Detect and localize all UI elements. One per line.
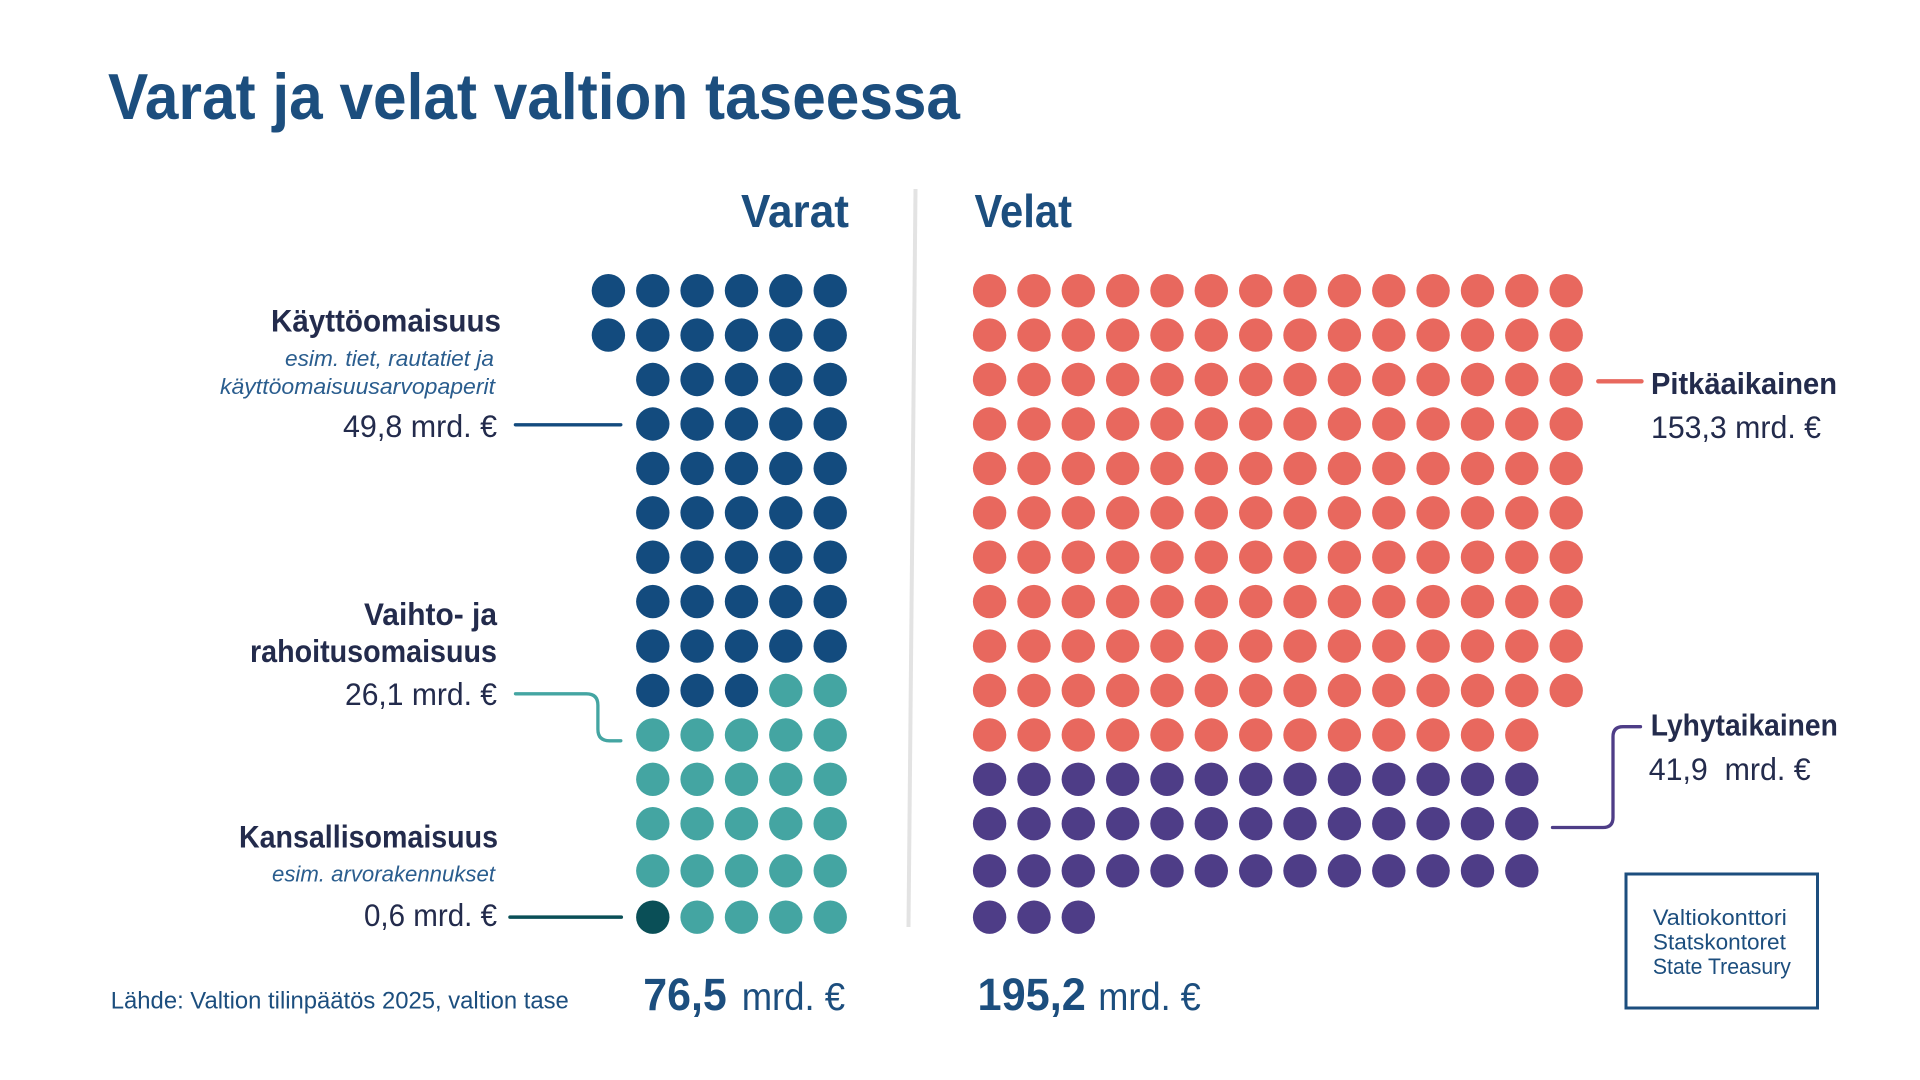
svg-text:Valtiokonttori: Valtiokonttori bbox=[1653, 905, 1787, 930]
svg-text:Varat ja velat valtion taseess: Varat ja velat valtion taseessa bbox=[108, 60, 961, 133]
svg-text:mrd. €: mrd. € bbox=[1098, 976, 1201, 1019]
svg-text:rahoitusomaisuus: rahoitusomaisuus bbox=[250, 633, 497, 669]
svg-text:26,1 mrd. €: 26,1 mrd. € bbox=[345, 676, 497, 712]
svg-text:Varat: Varat bbox=[741, 185, 849, 237]
svg-text:Kansallisomaisuus: Kansallisomaisuus bbox=[239, 819, 498, 855]
svg-text:esim. tiet, rautatiet ja: esim. tiet, rautatiet ja bbox=[285, 346, 494, 371]
svg-text:esim. arvorakennukset: esim. arvorakennukset bbox=[272, 862, 497, 887]
svg-text:Statskontoret: Statskontoret bbox=[1653, 930, 1786, 955]
svg-text:State Treasury: State Treasury bbox=[1653, 954, 1791, 979]
svg-text:Vaihto- ja: Vaihto- ja bbox=[364, 596, 497, 632]
svg-text:käyttöomaisuusarvopaperit: käyttöomaisuusarvopaperit bbox=[220, 374, 497, 399]
svg-text:76,5: 76,5 bbox=[643, 969, 727, 1020]
svg-text:49,8 mrd. €: 49,8 mrd. € bbox=[343, 408, 497, 444]
svg-text:Lyhytaikainen: Lyhytaikainen bbox=[1651, 708, 1838, 743]
svg-text:Käyttöomaisuus: Käyttöomaisuus bbox=[271, 303, 501, 339]
svg-text:mrd. €: mrd. € bbox=[742, 976, 845, 1019]
svg-text:Pitkäaikainen: Pitkäaikainen bbox=[1651, 366, 1837, 401]
svg-text:41,9 mrd. €: 41,9 mrd. € bbox=[1649, 751, 1811, 787]
svg-text:153,3 mrd. €: 153,3 mrd. € bbox=[1651, 409, 1821, 445]
svg-text:0,6 mrd. €: 0,6 mrd. € bbox=[364, 897, 497, 933]
svg-text:Velat: Velat bbox=[975, 185, 1073, 237]
svg-text:195,2: 195,2 bbox=[978, 969, 1086, 1020]
svg-text:Lähde: Valtion tilinpäätös 202: Lähde: Valtion tilinpäätös 2025, valtion… bbox=[111, 988, 569, 1015]
